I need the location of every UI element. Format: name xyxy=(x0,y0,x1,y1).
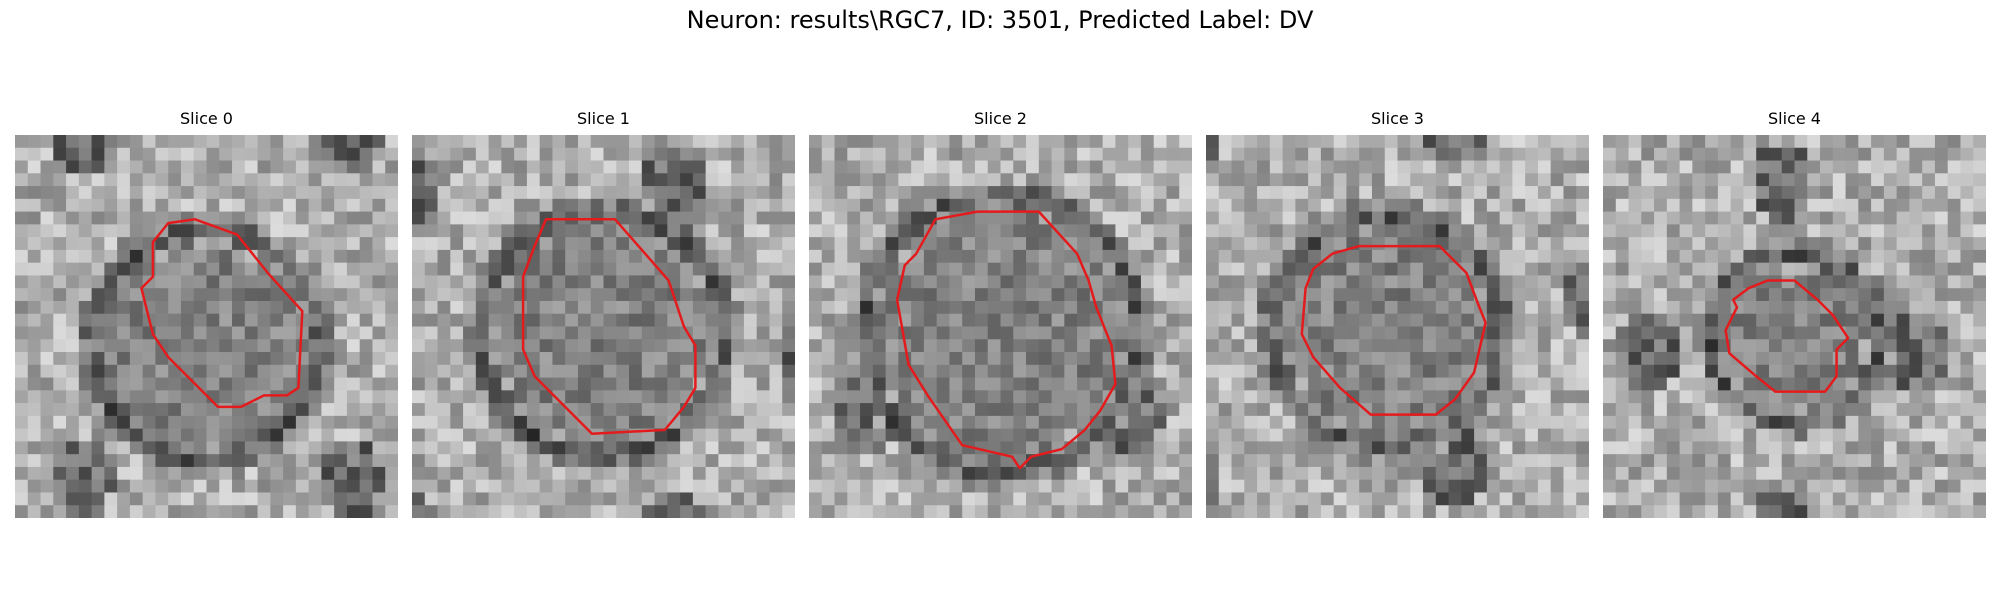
slice-title: Slice 0 xyxy=(180,109,233,128)
slice-image xyxy=(1603,135,1986,518)
cell-contour xyxy=(1724,279,1850,393)
slice-title: Slice 2 xyxy=(974,109,1027,128)
slice-title: Slice 1 xyxy=(577,109,630,128)
slice-panel-4: Slice 4 xyxy=(1603,107,1986,518)
slice-panel-2: Slice 2 xyxy=(809,107,1192,518)
figure-title: Neuron: results\RGC7, ID: 3501, Predicte… xyxy=(686,6,1314,34)
slice-image xyxy=(809,135,1192,518)
cell-contour xyxy=(1300,244,1487,416)
cell-contour xyxy=(140,218,304,409)
cell-contour xyxy=(895,210,1117,470)
slice-panel-1: Slice 1 xyxy=(412,107,795,518)
slice-title: Slice 4 xyxy=(1768,109,1821,128)
slice-image xyxy=(1206,135,1589,518)
cell-contour xyxy=(521,218,697,435)
slice-image xyxy=(15,135,398,518)
slice-panel-0: Slice 0 xyxy=(15,107,398,518)
slice-panel-3: Slice 3 xyxy=(1206,107,1589,518)
slice-title: Slice 3 xyxy=(1371,109,1424,128)
slice-image xyxy=(412,135,795,518)
